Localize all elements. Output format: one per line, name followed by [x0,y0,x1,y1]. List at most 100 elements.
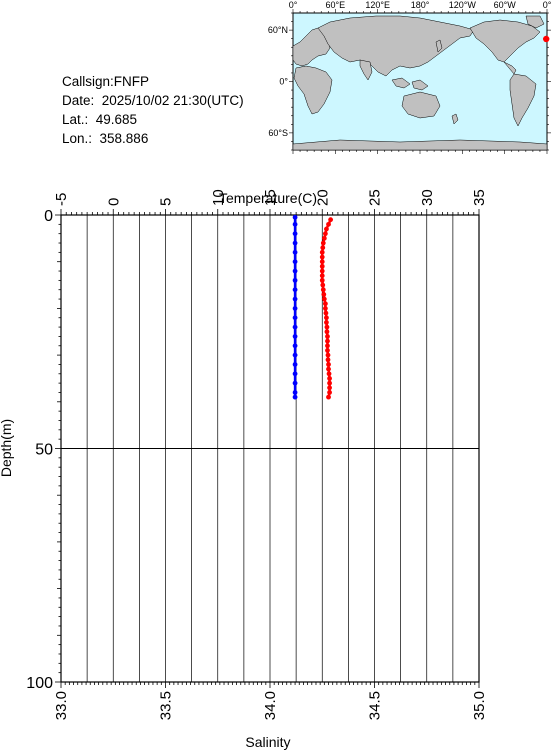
station-location-marker [543,35,550,43]
temperature-point [319,277,325,283]
salinity-point [292,214,298,220]
temperature-point [322,231,328,237]
salinity-tick-label: 34.0 [262,691,279,720]
map-lat-label: 0° [279,77,288,87]
temperature-point [325,338,330,344]
temperature-point [328,217,334,223]
temperature-point [322,306,328,311]
temperature-point [325,348,330,353]
salinity-point [292,306,298,311]
temperature-point [321,235,327,241]
depth-tick-labels: 0 50 100 [26,208,53,692]
temperature-tick-label: 30 [419,189,436,206]
temperature-point [327,380,332,386]
plot-frame [60,214,480,683]
salinity-point [292,390,298,395]
temperature-point [322,301,328,307]
salinity-tick-label: 35.0 [471,691,488,720]
temperature-point [326,371,332,377]
temperature-series [319,217,334,400]
temperature-tick-label: 10 [210,189,227,206]
salinity-point [292,352,298,358]
temperature-tick-labels: -5 0 5 10 15 20 25 30 35 [53,189,488,206]
temperature-point [319,263,325,269]
temperature-tick-label: 0 [105,198,122,206]
map-lat-label: 60°N [268,25,288,35]
temperature-point [320,240,326,246]
salinity-tick-label: 33.5 [158,691,175,720]
station-info: Callsign:FNFP Date: 2025/10/02 21:30(UTC… [62,72,244,148]
temperature-point [326,394,331,400]
latitude-label: Lat.: 49.685 [62,112,138,127]
map-lon-label: 60°E [326,0,346,10]
salinity-point [292,221,298,227]
map-lon-label: 180° [411,0,430,10]
salinity-series [292,214,298,400]
salinity-point [292,362,298,367]
temperature-line [321,219,332,398]
salinity-axis-label: Salinity [245,734,290,750]
temperature-point [326,366,331,372]
temperature-point [319,254,325,260]
map-lon-label: 0° [543,0,552,10]
temperature-point [327,376,332,381]
salinity-point [292,380,298,386]
callsign-label: Callsign:FNFP [62,74,150,89]
salinity-point [292,231,298,237]
temperature-point [320,287,326,293]
temperature-tick-label: 15 [262,189,279,206]
temperature-point [327,390,332,395]
depth-tick-label: 50 [35,442,53,459]
temperature-point [321,296,327,302]
salinity-point [292,268,298,274]
temperature-point [320,282,326,288]
salinity-tick-label: 33.0 [53,691,70,720]
depth-axis-label: Depth(m) [0,419,14,477]
salinity-point [292,334,298,339]
salinity-point [292,343,298,349]
temperature-point [321,291,327,297]
temperature-point [324,320,329,325]
temperature-point [320,245,326,251]
salinity-tick-label: 34.5 [367,691,384,720]
map-lon-label: 120°W [449,0,477,10]
date-label: Date: 2025/10/02 21:30(UTC) [62,93,244,108]
chart-grid [60,215,480,682]
map-longitude-ticks: 0° 60°E 120°E 180° 120°W 60°W 0° [289,0,552,154]
map-lon-label: 0° [289,0,298,10]
world-map: 0° 60°E 120°E 180° 120°W 60°W 0° 60°N 0° 60°S [268,0,552,154]
temperature-tick-label: -5 [53,193,70,206]
temperature-point [324,315,329,321]
salinity-tick-labels: 33.0 33.5 34.0 34.5 35.0 [53,691,488,720]
salinity-point [292,249,298,255]
temperature-point [324,324,330,330]
temperature-tick-label: 35 [471,189,488,206]
temperature-point [325,334,330,339]
salinity-point [292,240,298,246]
temperature-tick-label: 25 [367,189,384,206]
temperature-point [323,310,329,316]
map-landmasses [292,15,548,151]
salinity-point [292,259,298,265]
temperature-point [325,352,331,358]
map-latitude-ticks: 60°N 0° 60°S [268,12,551,151]
temperature-point [326,221,331,227]
temperature-point [324,226,329,232]
salinity-point [292,296,298,302]
temperature-point [326,362,331,367]
profile-series [292,214,334,400]
temperature-point [319,268,325,274]
salinity-point [292,287,298,293]
depth-tick-label: 100 [26,675,53,692]
salinity-point [292,277,298,283]
temperature-point [324,329,330,335]
temperature-point [325,357,331,363]
axis-minor-ticks [55,209,480,688]
temperature-point [319,249,325,255]
map-lat-label: 60°S [268,128,288,138]
salinity-point [292,394,298,400]
temperature-point [319,273,325,279]
temperature-axis-label: Temperature(C) [219,190,317,206]
temperature-point [319,259,325,265]
salinity-point [292,315,298,321]
